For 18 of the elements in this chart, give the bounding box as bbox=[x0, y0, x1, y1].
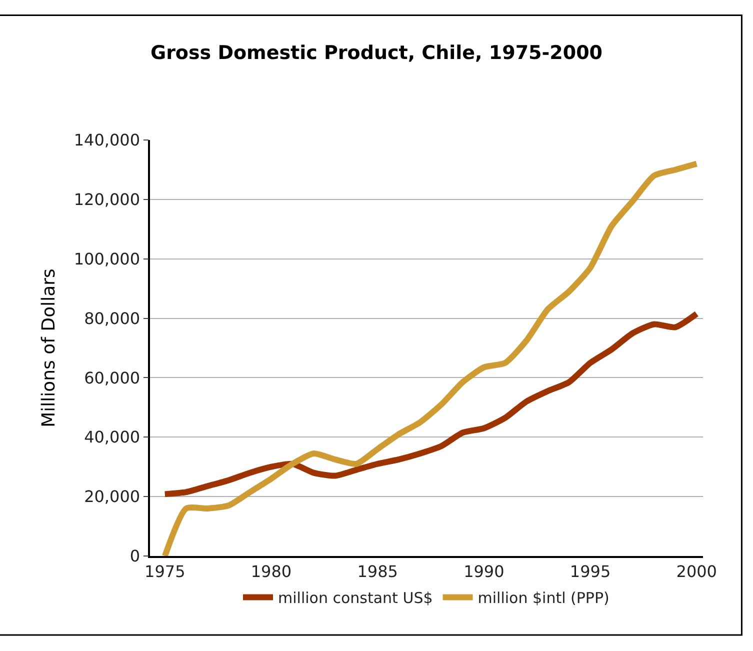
y-tick-label: 60,000 bbox=[84, 368, 140, 388]
x-tick-label: 1980 bbox=[250, 562, 292, 581]
y-tick-label: 40,000 bbox=[84, 428, 140, 447]
legend-label: million $intl (PPP) bbox=[478, 589, 610, 608]
y-tick-label: 20,000 bbox=[84, 487, 140, 506]
y-tick-label: 100,000 bbox=[74, 249, 140, 268]
y-axis-title: Millions of Dollars bbox=[38, 268, 60, 428]
x-tick-label: 1995 bbox=[570, 562, 611, 581]
y-tick-label: 0 bbox=[130, 546, 140, 566]
x-tick-label: 1985 bbox=[357, 562, 398, 581]
x-tick-label: 2000 bbox=[676, 562, 717, 581]
legend-label: million constant US$ bbox=[278, 589, 433, 608]
x-tick-label: 1975 bbox=[144, 562, 186, 581]
x-tick-label: 1990 bbox=[464, 562, 504, 581]
y-tick-label: 80,000 bbox=[84, 308, 140, 328]
y-tick-label: 120,000 bbox=[74, 190, 140, 210]
y-tick-label: 140,000 bbox=[74, 130, 140, 150]
chart-title: Gross Domestic Product, Chile, 1975-2000 bbox=[150, 42, 603, 64]
